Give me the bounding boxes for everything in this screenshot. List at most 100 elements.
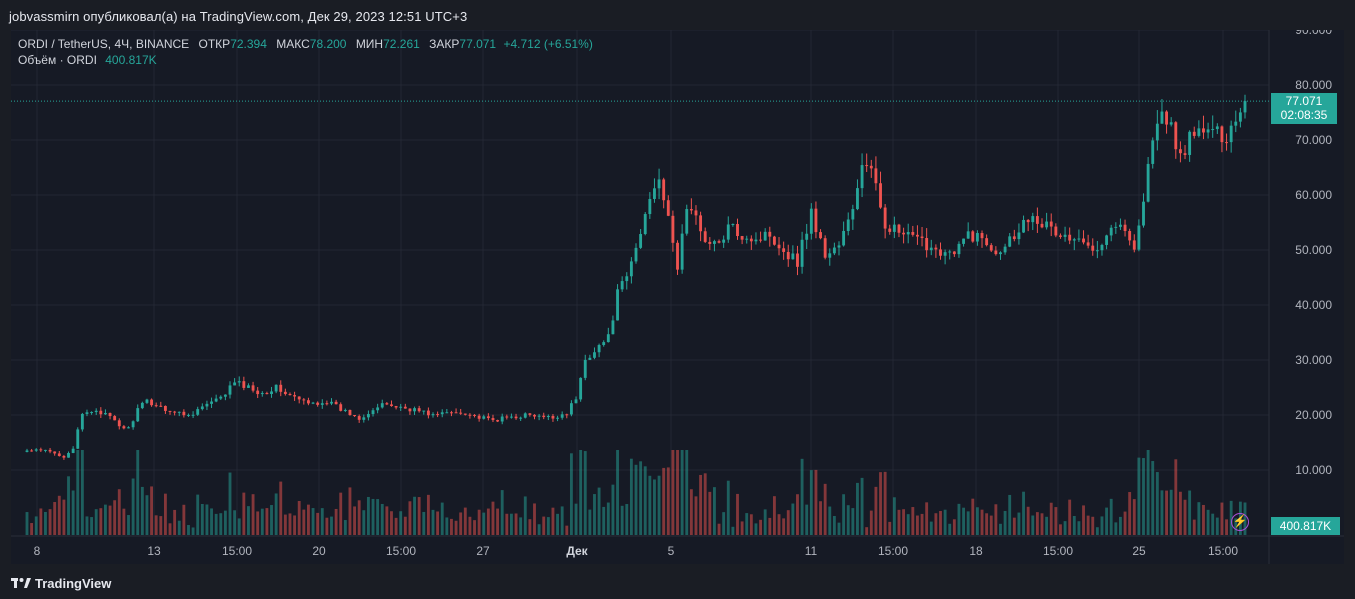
volume-bar — [934, 513, 938, 535]
candle-body — [860, 165, 864, 189]
volume-bar — [90, 517, 94, 535]
candle-body — [772, 236, 776, 245]
y-tick-label: 10.000 — [1295, 463, 1332, 477]
volume-bar — [99, 508, 103, 535]
candle-body — [1220, 126, 1224, 143]
candle-body — [1142, 201, 1145, 226]
candle-body — [620, 281, 624, 290]
chart-legend: ORDI / TetherUS, 4Ч, BINANCE ОТКР72.394 … — [18, 36, 593, 68]
candle-body — [366, 414, 370, 418]
candle-body — [473, 414, 476, 416]
volume-bar — [943, 509, 947, 535]
volume-bar — [745, 513, 749, 535]
candle-body — [662, 179, 666, 201]
candle-body — [127, 427, 130, 429]
volume-bar — [694, 496, 698, 535]
candle-body — [519, 417, 523, 419]
lightning-icon[interactable]: ⚡ — [1231, 513, 1249, 531]
volume-bar — [869, 510, 873, 535]
candle-body — [911, 232, 915, 235]
candle-body — [611, 320, 615, 335]
volume-bar — [786, 510, 790, 535]
volume-bar — [371, 498, 375, 535]
candle-body — [694, 210, 698, 216]
candle-body — [394, 406, 398, 408]
candle-body — [533, 414, 536, 417]
volume-bar — [463, 507, 467, 535]
volume-bar — [496, 508, 500, 535]
candle-body — [385, 403, 389, 405]
volume-bar — [223, 510, 227, 535]
candle-body — [546, 415, 550, 418]
candle-body — [837, 245, 841, 248]
candle-body — [463, 413, 467, 415]
volume-bar — [454, 520, 458, 535]
candle-body — [131, 421, 135, 428]
volume-bar — [348, 487, 352, 535]
candle-body — [334, 401, 338, 405]
candle-body — [145, 399, 149, 403]
volume-bar — [108, 505, 112, 535]
volume-bar — [925, 502, 929, 535]
volume-bar — [1003, 510, 1007, 535]
y-tick-label: 70.000 — [1295, 133, 1332, 147]
candle-body — [537, 415, 541, 417]
x-tick-label: 11 — [805, 544, 818, 558]
x-tick-label: 27 — [476, 544, 490, 558]
volume-bar — [459, 512, 463, 535]
tradingview-brand[interactable]: TradingView — [11, 575, 111, 591]
volume-bar — [1035, 512, 1039, 535]
volume-bar — [809, 470, 813, 535]
volume-bar — [1151, 461, 1155, 535]
volume-bar — [219, 513, 223, 535]
volume-bar — [1128, 492, 1132, 535]
volume-bar — [565, 525, 569, 535]
candle-body — [168, 410, 172, 412]
volume-bar — [256, 511, 260, 535]
volume-bar — [533, 503, 536, 535]
candle-body — [616, 289, 619, 321]
x-tick-label: 15:00 — [222, 544, 252, 558]
volume-bar — [325, 517, 329, 535]
volume-bar — [671, 450, 675, 535]
candle-body — [1059, 235, 1062, 237]
candle-body — [606, 334, 610, 343]
volume-bar — [542, 516, 546, 535]
volume-bar — [939, 510, 942, 535]
volume-bar — [800, 458, 804, 535]
volume-bar — [228, 472, 232, 535]
legend-symbol[interactable]: ORDI / TetherUS, 4Ч, BINANCE — [18, 37, 190, 51]
candle-body — [1197, 128, 1201, 136]
volume-bar — [316, 512, 320, 535]
volume-bar — [362, 510, 366, 535]
candle-body — [717, 241, 721, 243]
candle-body — [994, 250, 998, 255]
candle-body — [980, 233, 984, 239]
legend-low-value: 72.261 — [383, 37, 420, 51]
candle-body — [223, 394, 227, 397]
volume-bar — [1160, 490, 1164, 535]
candle-body — [247, 385, 250, 388]
candle-body — [1146, 163, 1150, 202]
chart-area[interactable]: 90.000 80.000 70.000 60.000 50.000 40.000 30.0… — [11, 30, 1344, 564]
candlestick-chart[interactable]: 90.000 80.000 70.000 60.000 50.000 40.000 30.0… — [11, 30, 1344, 564]
bar-countdown: 02:08:35 — [1280, 108, 1328, 122]
x-tick-label: 5 — [668, 544, 675, 558]
volume-bar — [385, 506, 389, 535]
candle-body — [76, 429, 80, 449]
x-tick-label: 13 — [147, 544, 161, 558]
publisher-text: jobvassmirn опубликовал(а) на TradingVie… — [9, 9, 468, 24]
candle-body — [906, 232, 910, 235]
legend-volume-label[interactable]: Объём · ORDI — [18, 53, 97, 67]
legend-open-label: ОТКР — [198, 37, 231, 51]
candle-body — [1012, 236, 1016, 240]
candle-body — [966, 231, 970, 239]
volume-bar — [320, 508, 324, 535]
candle-body — [200, 406, 204, 410]
volume-bar — [53, 502, 57, 535]
volume-bar — [283, 514, 287, 535]
volume-bar — [71, 490, 75, 535]
volume-bar — [62, 499, 66, 535]
volume-bar — [689, 489, 693, 535]
candle-body — [666, 200, 670, 216]
